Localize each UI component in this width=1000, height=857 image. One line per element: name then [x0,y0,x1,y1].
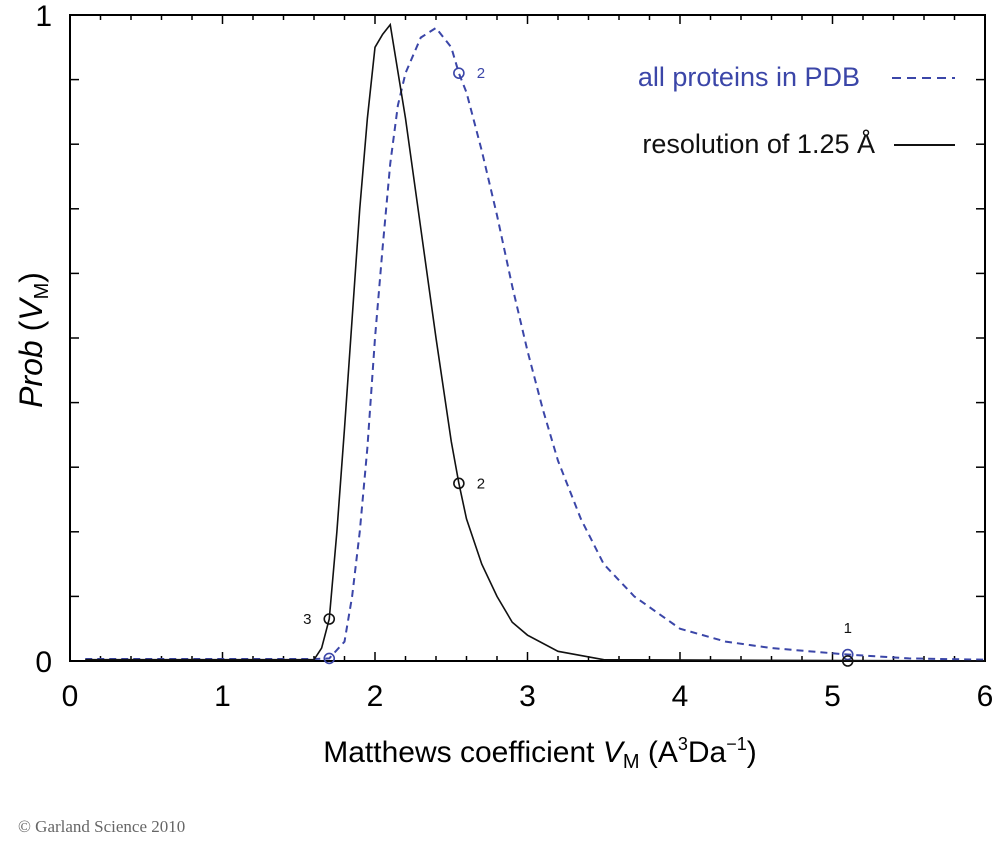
marker-circle [841,648,854,661]
marker-circle [453,67,465,79]
copyright: © Garland Science 2010 [18,817,186,836]
x-tick-label: 3 [519,680,536,713]
x-tick-label: 2 [367,680,384,713]
marker-circle [453,477,465,490]
series-line-resolution [85,22,986,662]
legend: all proteins in PDB resolution of 1.25 Å [638,62,955,159]
y-axis-label: Prob (VM) [13,272,53,408]
marker-circle [323,652,336,665]
marker-circle [323,613,336,625]
axes: 0 1 2 3 4 5 6 0 1 [35,0,993,713]
x-tick-label: 1 [214,680,231,713]
legend-label-resolution: resolution of 1.25 Å [642,128,875,159]
marker-label: 2 [477,65,485,82]
marker-label: 2 [477,475,485,492]
x-tick-label: 4 [672,680,689,713]
y-tick-label: 0 [35,646,52,679]
x-tick-label: 5 [824,680,841,713]
marker-label: 1 [844,620,852,637]
y-tick-label: 1 [35,0,52,33]
x-tick-label: 0 [62,680,79,713]
plot-frame [69,14,986,662]
marker-label: 3 [303,611,311,628]
x-axis-label: Matthews coefficient VM (A3Da−1) [323,734,757,773]
x-tick-label: 6 [977,680,994,713]
marker-circle [841,655,854,667]
legend-label-pdb: all proteins in PDB [638,62,860,92]
series: 2 3 2 1 [85,22,986,667]
series-line-pdb [85,26,986,661]
